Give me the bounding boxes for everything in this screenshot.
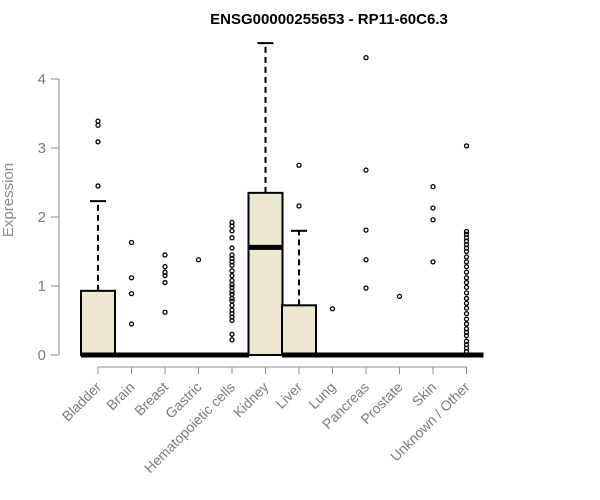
outlier-point [229, 228, 235, 234]
box-unknown-other [449, 143, 484, 358]
outlier-point [128, 321, 135, 327]
outlier-point [430, 205, 436, 211]
box-brain [114, 239, 149, 358]
x-tick-label: Kidney [230, 379, 272, 421]
outlier-point [463, 321, 470, 327]
outlier-point [95, 118, 101, 124]
box-pancreas [349, 54, 383, 358]
outlier-point [95, 122, 101, 128]
outlier-point [229, 245, 235, 251]
outlier-point [229, 219, 235, 226]
outlier-point [229, 307, 235, 313]
outlier-point [195, 257, 202, 263]
outlier-point [95, 139, 101, 145]
iqr-box [247, 191, 284, 356]
outlier-point [162, 269, 168, 275]
iqr-box [80, 289, 116, 356]
outlier-point [95, 183, 101, 189]
y-tick-label: 1 [38, 278, 46, 295]
outlier-point [463, 275, 470, 281]
chart-title: ENSG00000255653 - RP11-60C6.3 [210, 11, 448, 28]
box-hematopoietic-cells [215, 219, 249, 358]
box-prostate [382, 293, 417, 358]
outlier-point [463, 310, 470, 317]
box-kidney [247, 42, 284, 356]
outlier-point [296, 203, 302, 209]
outlier-point [128, 239, 135, 246]
outlier-point [229, 295, 235, 302]
outlier-point [463, 316, 470, 322]
outlier-point [463, 338, 470, 344]
outlier-point [430, 259, 436, 265]
outlier-point [229, 277, 235, 284]
outlier-point [463, 264, 470, 270]
box-liver [281, 162, 317, 358]
outlier-point [229, 288, 235, 295]
outlier-point [229, 272, 235, 279]
outlier-point [363, 257, 369, 263]
y-tick-label: 3 [38, 140, 46, 157]
outlier-point [162, 252, 168, 258]
outlier-point [229, 252, 235, 258]
outlier-point [430, 217, 436, 223]
box-bladder [80, 118, 116, 358]
outlier-point [162, 279, 168, 286]
outlier-point [463, 143, 470, 149]
x-tick-label: Bladder [59, 379, 105, 425]
y-axis-label: Expression [0, 163, 17, 237]
outlier-point [229, 291, 235, 297]
outlier-point [463, 295, 470, 302]
box-gastric [181, 257, 216, 358]
outlier-point [463, 228, 470, 235]
box-skin [416, 183, 450, 358]
y-axis: 0 1 2 3 4 [38, 71, 60, 364]
outlier-point [128, 290, 135, 297]
outlier-point [363, 227, 369, 233]
outlier-point [463, 254, 470, 260]
outlier-point [329, 306, 336, 312]
outlier-point [463, 259, 470, 265]
box-breast [148, 252, 182, 358]
plot-area [80, 42, 484, 358]
outlier-point [463, 290, 470, 296]
outlier-point [229, 302, 235, 308]
outlier-point [463, 231, 470, 237]
outlier-point [229, 337, 235, 343]
outlier-point [396, 293, 403, 300]
outlier-point [363, 54, 369, 61]
outlier-point [229, 268, 235, 274]
outlier-point [296, 162, 302, 168]
outlier-point [363, 167, 369, 173]
outlier-point [229, 281, 235, 288]
y-tick-label: 4 [38, 71, 46, 88]
outlier-point [463, 269, 470, 275]
y-tick-label: 0 [38, 347, 46, 364]
iqr-box [281, 304, 317, 357]
box-lung [315, 306, 350, 358]
x-tick-label: Liver [272, 379, 305, 412]
outlier-point [229, 235, 235, 241]
outlier-point [162, 264, 168, 270]
outlier-point [463, 279, 470, 286]
outlier-point [363, 285, 369, 291]
outlier-point [463, 300, 470, 306]
outlier-point [463, 326, 470, 332]
outlier-point [463, 284, 470, 291]
outlier-point [463, 305, 470, 311]
outlier-point [128, 275, 135, 281]
outlier-point [162, 309, 168, 315]
outlier-point [229, 298, 235, 304]
y-tick-label: 2 [38, 209, 46, 226]
outlier-point [229, 284, 235, 291]
outlier-point [430, 183, 436, 190]
outlier-point [229, 331, 235, 337]
